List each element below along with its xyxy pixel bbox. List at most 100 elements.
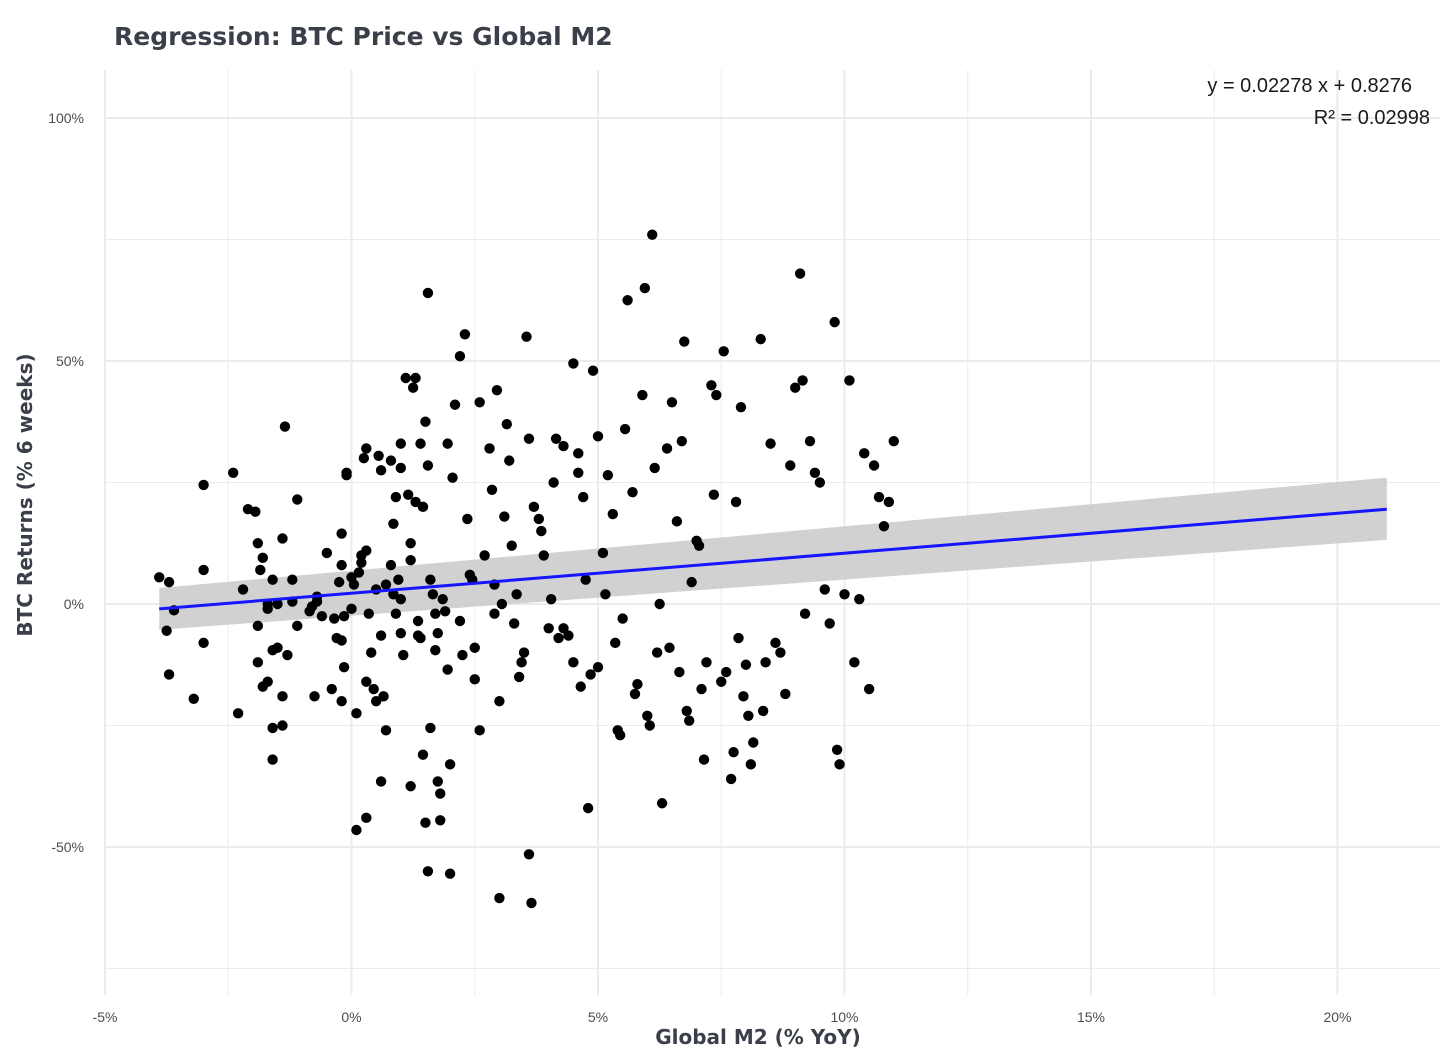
data-point	[676, 435, 688, 447]
data-point	[824, 618, 835, 629]
data-point	[844, 375, 855, 386]
data-point	[420, 416, 431, 427]
data-point	[573, 467, 584, 478]
data-point	[454, 615, 466, 627]
data-point	[644, 720, 655, 731]
data-point	[740, 659, 752, 670]
data-point	[592, 431, 604, 442]
data-point	[237, 584, 249, 595]
data-point	[272, 598, 283, 610]
data-point	[336, 696, 347, 707]
data-point	[351, 708, 362, 719]
data-point	[361, 676, 372, 687]
data-point	[873, 491, 885, 503]
data-point	[868, 460, 880, 471]
data-point	[336, 528, 347, 539]
data-point	[854, 593, 865, 605]
y-tick-label: 50%	[56, 353, 84, 369]
data-point	[733, 632, 744, 644]
data-point	[279, 421, 291, 432]
data-point	[600, 589, 611, 600]
data-point	[637, 389, 648, 401]
data-point	[627, 487, 638, 498]
data-point	[849, 657, 860, 668]
data-point	[439, 606, 451, 617]
data-point	[553, 632, 564, 644]
y-tick-label: 100%	[48, 110, 84, 126]
data-point	[442, 438, 453, 449]
data-point	[321, 547, 333, 559]
data-point	[831, 744, 843, 755]
data-point	[696, 683, 707, 695]
data-point	[282, 649, 293, 661]
chart-title: Regression: BTC Price vs Global M2	[114, 22, 613, 51]
data-point	[632, 678, 643, 690]
data-point	[760, 657, 771, 668]
data-point	[338, 661, 350, 673]
data-point	[435, 788, 446, 799]
data-point	[188, 693, 199, 704]
data-point	[329, 613, 340, 624]
data-point	[765, 438, 776, 449]
data-point	[267, 754, 278, 765]
data-point	[292, 620, 303, 632]
data-point	[543, 623, 554, 634]
data-point	[610, 637, 621, 649]
data-point	[698, 754, 710, 765]
data-point	[775, 647, 786, 658]
y-axis-title: BTC Returns (% 6 weeks)	[13, 353, 37, 636]
data-point	[716, 676, 727, 687]
data-point	[614, 730, 626, 741]
data-point	[405, 781, 416, 792]
data-point	[398, 649, 409, 661]
regression-equation: y = 0.02278 x + 0.8276	[1207, 75, 1412, 97]
data-point	[447, 472, 458, 483]
data-point	[585, 669, 596, 680]
data-point	[829, 316, 840, 328]
regression-line-layer	[159, 507, 1387, 611]
data-point	[378, 691, 389, 702]
data-point	[410, 372, 421, 384]
x-tick-label: -5%	[93, 1009, 118, 1025]
data-point	[523, 849, 535, 860]
data-point	[430, 608, 441, 619]
data-point	[333, 576, 345, 588]
data-point	[681, 705, 692, 717]
data-point	[346, 603, 357, 615]
x-tick-label: 5%	[588, 1009, 608, 1025]
data-point	[316, 610, 328, 622]
data-point	[375, 776, 387, 787]
data-point	[486, 484, 498, 495]
data-point	[785, 460, 796, 471]
data-point	[568, 358, 579, 369]
data-point	[232, 708, 244, 719]
data-point	[462, 513, 473, 525]
data-point	[449, 399, 461, 410]
data-point	[435, 815, 446, 826]
data-point	[427, 589, 439, 600]
data-point	[622, 295, 633, 306]
data-point	[395, 438, 406, 449]
data-point	[718, 346, 729, 357]
confidence-band-layer	[159, 477, 1387, 630]
data-point	[338, 610, 350, 622]
data-point	[629, 688, 641, 700]
x-tick-label: 0%	[341, 1009, 361, 1025]
data-point	[516, 657, 527, 668]
data-point	[809, 467, 821, 478]
data-point	[363, 608, 374, 619]
data-point	[353, 567, 365, 578]
data-point	[511, 589, 522, 600]
data-point	[370, 584, 382, 595]
data-point	[415, 438, 426, 449]
data-point	[336, 559, 347, 571]
data-point	[395, 627, 406, 639]
data-point	[494, 892, 505, 904]
data-point	[619, 423, 631, 435]
data-point	[380, 725, 392, 736]
data-point	[430, 644, 441, 656]
data-point	[859, 448, 870, 459]
data-point	[395, 593, 406, 605]
data-point	[878, 521, 890, 532]
